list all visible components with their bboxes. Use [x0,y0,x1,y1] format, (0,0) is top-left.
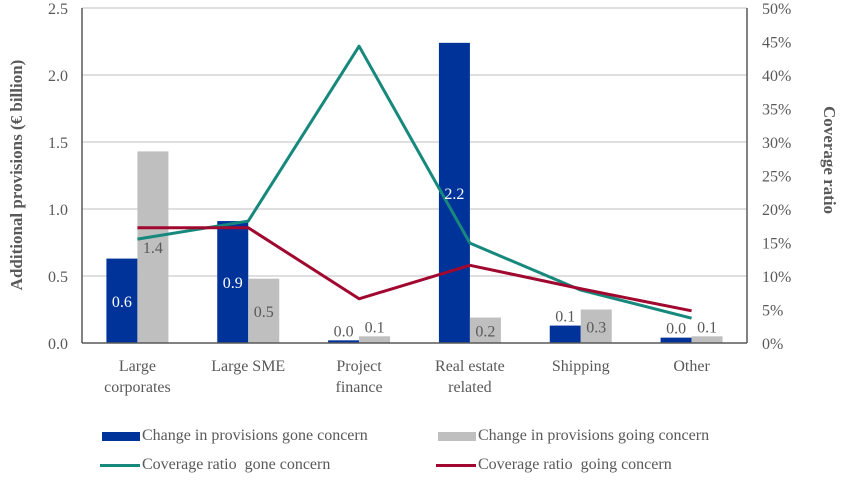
bars [106,42,723,344]
y2-tick-label: 50% [762,1,791,18]
bar-gone-concern [328,340,360,343]
y2-axis-title: Coverage ratio [820,106,839,214]
y-tick-label: 2.0 [48,68,68,85]
y2-tick-label: 35% [762,102,791,119]
y-tick-label: 0.0 [48,336,68,353]
y-tick-label: 2.5 [48,1,68,18]
y2-tick-label: 25% [762,169,791,186]
data-label: 0.0 [334,323,354,340]
y2-tick-label: 20% [762,202,791,219]
bar-gone-concern [106,258,138,343]
y-axis-ticks: 0.0 0.5 1.0 1.5 2.0 2.5 [48,1,68,353]
category-label: Real estate [435,358,505,375]
x-axis-categories: Large corporates Large SME Project finance Re… [104,358,710,396]
bar-going-concern [691,336,723,343]
y2-tick-label: 5% [762,303,783,320]
bar-going-concern [248,278,280,343]
data-label: 0.6 [112,294,132,311]
category-label: related [448,379,492,396]
bar-gone-concern [549,325,581,343]
line-coverage-gone-concern [137,44,692,320]
line-coverage-going-concern [137,226,692,313]
y2-tick-label: 30% [762,135,791,152]
bar-gone-concern [438,42,470,344]
bar-going-concern [359,336,391,343]
data-labels: 0.6 0.9 0.0 2.2 0.1 0.0 1.4 0.5 0.1 0.2 0.3 0.1 [112,186,717,340]
category-label: Other [673,358,710,375]
y-tick-label: 1.5 [48,135,68,152]
data-label: 1.4 [143,240,163,257]
y2-axis-ticks: 0% 5% 10% 15% 20% 25% 30% 35% 40% 45% 50% [762,1,791,353]
y-axis-title: Additional provisions (€ billion) [7,60,26,291]
axes-frame [81,8,748,344]
bar-gone-concern [660,337,692,343]
data-label: 0.1 [697,319,717,336]
data-label: 2.2 [444,186,464,203]
category-label: Large SME [211,358,285,375]
data-label: 0.2 [475,323,495,340]
bar-gone-concern [217,221,249,343]
data-label: 0.1 [555,309,575,326]
data-label: 0.9 [223,275,243,292]
category-label: Shipping [552,358,610,375]
y2-tick-label: 15% [762,236,791,253]
y2-tick-label: 10% [762,269,791,286]
data-label: 0.3 [586,319,606,336]
y2-tick-label: 0% [762,336,783,353]
bar-going-concern [137,151,169,343]
y2-tick-label: 40% [762,68,791,85]
data-label: 0.5 [254,304,274,321]
bar-going-concern [580,309,612,343]
category-label: corporates [104,379,171,396]
lines [137,44,692,320]
y2-tick-label: 45% [762,35,791,52]
data-label: 0.0 [666,321,686,338]
category-label: Project [336,358,382,375]
data-label: 0.1 [365,319,385,336]
y-tick-label: 0.5 [48,269,68,286]
category-label: finance [336,379,383,396]
y-tick-label: 1.0 [48,202,68,219]
category-label: Large [119,358,156,375]
bar-going-concern [469,317,501,343]
